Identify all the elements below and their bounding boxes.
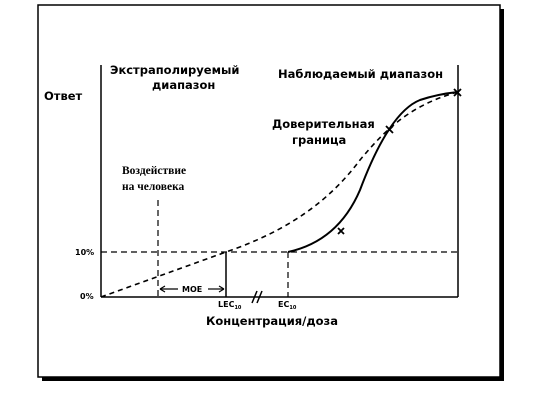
y-tick-label: 10% xyxy=(75,248,94,257)
range-label: диапазон xyxy=(152,78,215,92)
point xyxy=(453,88,462,97)
exposure-label: Воздействие xyxy=(122,165,186,177)
axis-break xyxy=(251,290,263,304)
lec-label: LEC10 xyxy=(218,300,242,311)
axes xyxy=(100,65,459,298)
curve-label: Доверительная xyxy=(272,117,375,131)
ec-label: EC10 xyxy=(278,300,297,311)
x-axis-label: Концентрация/доза xyxy=(206,314,338,328)
exposure-label: на человека xyxy=(122,181,185,193)
point xyxy=(337,227,345,235)
y-tick-label: 0% xyxy=(80,292,94,301)
y-axis-label: Ответ xyxy=(44,89,83,103)
confidence-curve xyxy=(100,91,459,298)
range-label: Наблюдаемый диапазон xyxy=(278,67,443,81)
curve-label: граница xyxy=(292,133,346,147)
range-label: Экстраполируемый xyxy=(110,63,239,77)
frame xyxy=(37,4,501,378)
moe-arrow xyxy=(159,285,225,293)
point xyxy=(385,125,394,134)
data-points xyxy=(337,88,462,235)
moe-label: MOE xyxy=(182,285,202,294)
response-curve xyxy=(287,91,459,253)
guides xyxy=(101,200,458,297)
